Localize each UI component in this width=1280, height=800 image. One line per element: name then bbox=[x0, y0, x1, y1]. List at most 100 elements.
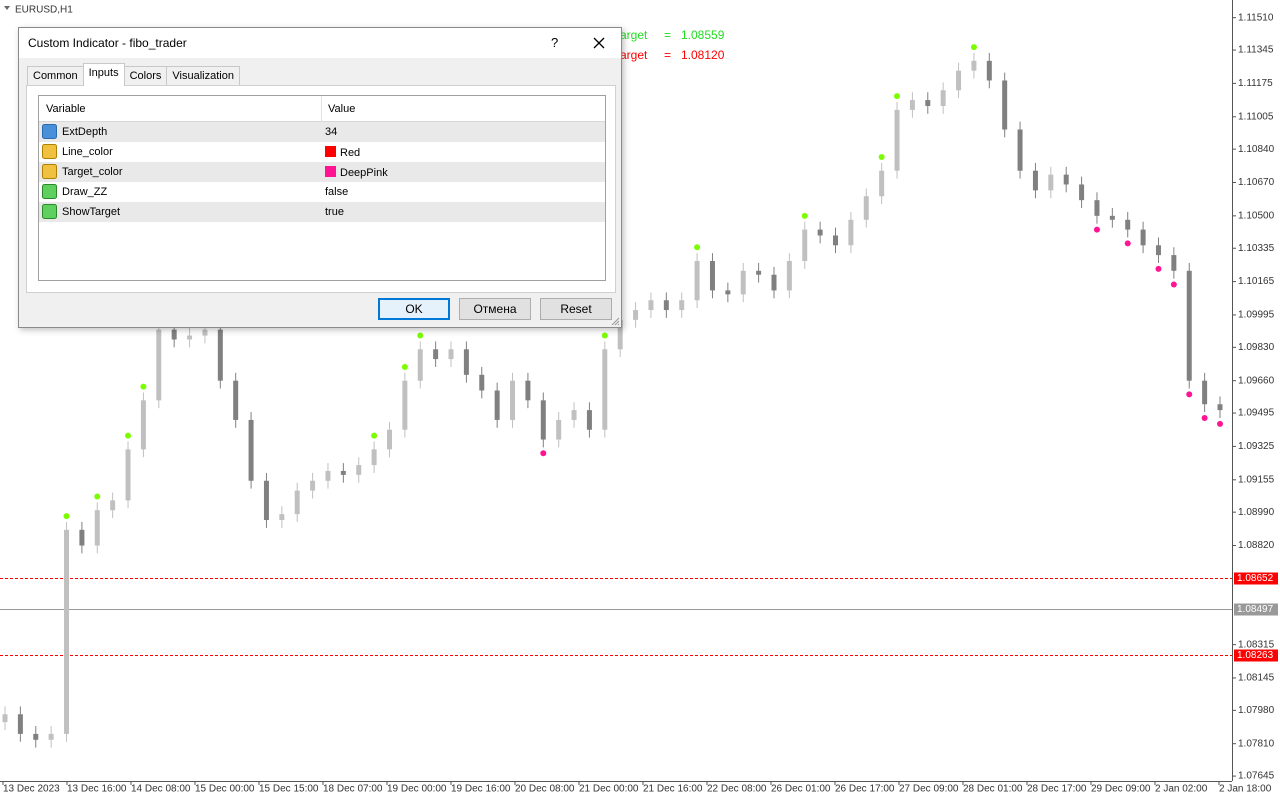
table-row[interactable]: ExtDepth 34 bbox=[39, 122, 605, 142]
candle-body bbox=[1109, 215, 1115, 220]
table-row[interactable]: Target_color DeepPink bbox=[39, 162, 605, 182]
candle-body bbox=[802, 229, 808, 261]
signal-dot bbox=[125, 432, 132, 439]
tab[interactable]: Common bbox=[27, 66, 84, 86]
candle-body bbox=[571, 410, 577, 420]
price-label-box bbox=[1234, 572, 1278, 585]
column-header[interactable]: Variable bbox=[46, 103, 86, 115]
target-equals: = bbox=[664, 48, 671, 62]
candle-body bbox=[925, 100, 931, 106]
candle-body bbox=[248, 419, 254, 481]
candle-body bbox=[679, 300, 685, 311]
candle-body bbox=[140, 400, 146, 450]
cancel-button[interactable]: Отмена bbox=[459, 298, 531, 320]
signal-dot bbox=[894, 93, 901, 100]
candle-body bbox=[540, 400, 546, 440]
tab[interactable]: Visualization bbox=[166, 66, 240, 86]
y-tick-label: 1.08315 bbox=[1238, 639, 1275, 650]
candle-body bbox=[294, 490, 300, 515]
signal-dot bbox=[1217, 420, 1223, 427]
candle-body bbox=[694, 260, 700, 301]
menu-triangle[interactable] bbox=[4, 6, 10, 10]
tab-bar: Common Inputs Colors Visualization bbox=[27, 63, 240, 86]
candle-body bbox=[433, 349, 439, 360]
y-tick-label: 1.09325 bbox=[1238, 441, 1275, 452]
candle-body bbox=[633, 310, 639, 320]
candle-body bbox=[386, 429, 392, 450]
candle-body bbox=[1079, 184, 1085, 201]
candle-body bbox=[863, 196, 869, 220]
target-equals: = bbox=[664, 28, 671, 42]
price-label-box bbox=[1234, 603, 1278, 616]
signal-dot bbox=[1201, 414, 1208, 421]
candle-body bbox=[125, 449, 131, 501]
candle-body bbox=[971, 60, 977, 71]
candle-body bbox=[1186, 270, 1192, 381]
close-button[interactable] bbox=[593, 37, 605, 49]
x-tick-label: 26 Dec 17:00 bbox=[835, 784, 895, 795]
variable-value[interactable]: DeepPink bbox=[325, 166, 388, 179]
candle-body bbox=[310, 480, 316, 491]
signal-dot bbox=[94, 493, 101, 500]
signal-dot bbox=[540, 450, 547, 457]
candle-body bbox=[771, 274, 777, 291]
ok-button[interactable]: OK bbox=[378, 298, 450, 320]
candle-body bbox=[1017, 129, 1023, 171]
tab[interactable]: Colors bbox=[123, 66, 168, 86]
price-label: 1.08652 bbox=[1237, 573, 1274, 584]
tab[interactable]: Inputs bbox=[82, 63, 125, 86]
variable-name: ExtDepth bbox=[62, 126, 108, 138]
y-tick-label: 1.10670 bbox=[1238, 177, 1275, 188]
candle-body bbox=[202, 329, 208, 336]
candle-body bbox=[617, 319, 623, 350]
x-tick-label: 27 Dec 09:00 bbox=[899, 784, 959, 795]
candle-body bbox=[279, 514, 285, 521]
y-tick-label: 1.08145 bbox=[1238, 673, 1275, 684]
signal-dot bbox=[371, 432, 378, 439]
candle-body bbox=[233, 380, 239, 420]
candle-body bbox=[156, 329, 162, 401]
target-label: arget bbox=[620, 28, 648, 42]
table-header: Variable Value bbox=[39, 96, 605, 122]
reset-button[interactable]: Reset bbox=[540, 298, 612, 320]
candle-body bbox=[525, 380, 531, 401]
variable-value[interactable]: true bbox=[325, 206, 344, 218]
variable-value[interactable]: 34 bbox=[325, 126, 337, 138]
candle-body bbox=[187, 335, 193, 340]
y-tick-label: 1.10335 bbox=[1238, 243, 1275, 254]
candle-body bbox=[263, 480, 269, 521]
resize-grip[interactable] bbox=[610, 316, 620, 326]
help-button[interactable]: ? bbox=[551, 35, 559, 50]
candle-body bbox=[33, 733, 39, 740]
candle-body bbox=[1002, 80, 1008, 130]
candle-body bbox=[709, 260, 715, 291]
candle-body bbox=[494, 390, 500, 420]
variable-name: Draw_ZZ bbox=[62, 186, 108, 198]
candle-body bbox=[356, 465, 362, 475]
signal-dot bbox=[970, 44, 977, 51]
table-row[interactable]: Draw_ZZ false bbox=[39, 182, 605, 202]
variable-name: Line_color bbox=[62, 146, 113, 158]
candle-body bbox=[1125, 219, 1131, 230]
variable-value[interactable]: false bbox=[325, 186, 348, 198]
signal-dot bbox=[694, 244, 701, 251]
y-tick-label: 1.09830 bbox=[1238, 342, 1275, 353]
y-tick-label: 1.09660 bbox=[1238, 375, 1275, 386]
candle-body bbox=[340, 470, 346, 475]
x-tick-label: 19 Dec 16:00 bbox=[451, 784, 511, 795]
candle-body bbox=[371, 449, 377, 466]
x-tick-label: 21 Dec 00:00 bbox=[579, 784, 639, 795]
signal-dot bbox=[1093, 226, 1100, 233]
y-tick-label: 1.08820 bbox=[1238, 540, 1275, 551]
candle-body bbox=[17, 714, 23, 734]
x-tick-label: 2 Jan 02:00 bbox=[1155, 784, 1208, 795]
title-bar: Custom Indicator - fibo_trader ? bbox=[19, 28, 621, 58]
candle-body bbox=[402, 380, 408, 430]
column-header[interactable]: Value bbox=[328, 103, 356, 115]
variable-value[interactable]: Red bbox=[325, 146, 360, 159]
table-row[interactable]: Line_color Red bbox=[39, 142, 605, 162]
table-row[interactable]: ShowTarget true bbox=[39, 202, 605, 222]
candle-body bbox=[602, 349, 608, 430]
